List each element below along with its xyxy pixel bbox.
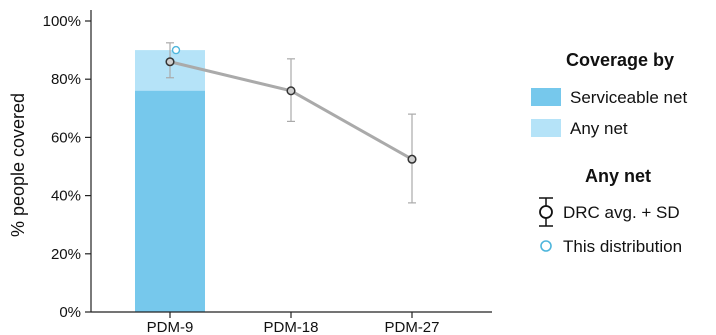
x-tick-label: PDM-9 [147,319,194,335]
this-distribution-points [171,45,181,55]
this-distribution-point [171,45,181,55]
y-tick-label: 0% [59,304,81,321]
y-axis-label: % people covered [8,93,28,237]
legend-title-coverage: Coverage by [566,50,674,70]
legend-swatch-serviceable [531,88,561,106]
drc-avg-point [286,86,296,96]
legend-drc-symbol [539,197,553,227]
legend-label-drc: DRC avg. + SD [563,203,680,222]
legend-swatch-any [531,119,561,137]
bar-serviceable-net [135,90,205,312]
y-axis-ticks: 0% 20% 40% 60% 80% 100% [43,13,91,321]
y-tick-label: 60% [51,129,81,146]
y-tick-label: 80% [51,71,81,88]
legend-label-any: Any net [570,119,628,138]
legend: Coverage by Serviceable net Any net Any … [531,50,687,256]
y-tick-label: 20% [51,246,81,263]
legend-label-this: This distribution [563,237,682,256]
drc-avg-point [165,57,175,67]
x-axis-ticks: PDM-9 PDM-18 PDM-27 [147,312,440,335]
x-tick-label: PDM-27 [384,319,439,335]
drc-avg-points [165,57,417,164]
bars-group [135,50,205,312]
legend-title-anynet: Any net [585,166,651,186]
legend-label-serviceable: Serviceable net [570,88,687,107]
legend-this-symbol [540,240,552,252]
y-tick-label: 100% [43,13,81,30]
x-tick-label: PDM-18 [263,319,318,335]
y-tick-label: 40% [51,188,81,205]
drc-avg-point [407,154,417,164]
